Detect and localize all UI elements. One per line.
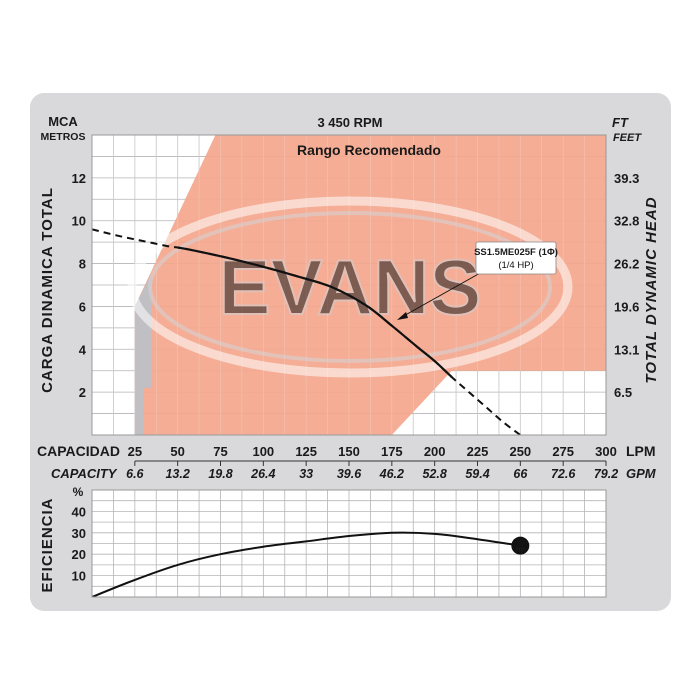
efficiency-y-tick-label: 10	[72, 569, 86, 584]
x-tick-label-gpm: 52.8	[422, 467, 446, 481]
x-tick-label: 250	[509, 444, 531, 459]
x-axis-title: CAPACIDAD	[37, 443, 120, 459]
chart-title: 3 450 RPM	[317, 115, 382, 130]
x-tick-label: 125	[295, 444, 317, 459]
x-tick-label-gpm: 33	[299, 467, 313, 481]
pump-curve-extension	[92, 228, 521, 435]
efficiency-y-tick-label: 20	[72, 547, 86, 562]
head-plot-border	[91, 134, 607, 436]
efficiency-plot-border	[91, 489, 607, 598]
y-ticks-left: 2 4 6 8 10 12	[72, 171, 87, 400]
hp-marker-dot	[511, 536, 530, 555]
y-axis-title-right: TOTAL DYNAMIC HEAD	[643, 196, 660, 383]
x-tick-label-gpm: 79.2	[594, 467, 618, 481]
efficiency-y-tick-label: 40	[72, 504, 86, 519]
x-unit-en: GPM	[626, 466, 657, 481]
series-hp: (1/4 HP)	[498, 260, 533, 271]
x-tick-label: 75	[213, 444, 227, 459]
series-name: SS1.5ME025F (1Φ)	[474, 247, 558, 258]
y-axis-title: CARGA DINAMICA TOTAL	[39, 187, 56, 393]
y-tick-label: 6	[79, 299, 86, 314]
x-tick-label-gpm: 39.6	[337, 467, 362, 481]
evans-watermark: EVANS	[127, 196, 573, 378]
curve-callout: SS1.5ME025F (1Φ) (1/4 HP)	[397, 241, 558, 320]
efficiency-y-ticks: 10 20 30 40	[72, 504, 86, 583]
y-tick-label-ft: 19.6	[614, 299, 639, 314]
y-tick-label-ft: 39.3	[614, 171, 639, 186]
efficiency-y-tick-label: 30	[72, 526, 86, 541]
x-unit: LPM	[626, 443, 656, 459]
x-tick-label-gpm: 59.4	[465, 467, 489, 481]
y-tick-label: 4	[79, 342, 87, 357]
x-tick-label: 175	[381, 444, 403, 459]
right-unit-top: FT	[612, 115, 629, 130]
x-tick-label: 100	[252, 444, 274, 459]
watermark-text: EVANS	[219, 243, 482, 331]
x-tick-label-gpm: 46.2	[379, 467, 404, 481]
x-tick-label: 300	[595, 444, 617, 459]
x-tick-label-gpm: 19.8	[208, 467, 232, 481]
x-tick-label: 225	[467, 444, 489, 459]
x-tick-label: 25	[128, 444, 142, 459]
y-tick-label: 8	[79, 257, 86, 272]
right-unit-bottom: FEET	[613, 132, 642, 144]
y-tick-label: 10	[72, 214, 86, 229]
recommended-range-label: Rango Recomendado	[297, 142, 441, 158]
x-axis-title-en: CAPACITY	[51, 466, 118, 481]
y-tick-label-ft: 26.2	[614, 257, 639, 272]
x-tick-label-gpm: 13.2	[165, 467, 189, 481]
efficiency-axis-title: EFICIENCIA	[39, 497, 56, 592]
x-ticks: 25 6.6 50 13.2 75 19.8 100 26.4 125 33 150 39.6 175 4…	[126, 444, 618, 481]
left-unit-bottom: METROS	[41, 131, 86, 143]
y-tick-label: 2	[79, 385, 86, 400]
y-ticks-right: 6.5 13.1 19.6 26.2 32.8 39.3	[614, 171, 639, 400]
left-unit-top: MCA	[48, 114, 78, 129]
y-tick-label-ft: 32.8	[614, 214, 639, 229]
x-tick-label: 200	[424, 444, 446, 459]
callout-box	[475, 241, 557, 275]
x-tick-label: 150	[338, 444, 360, 459]
callout-arrow	[397, 312, 408, 320]
x-tick-label-gpm: 26.4	[250, 467, 275, 481]
x-tick-label-gpm: 66	[513, 467, 528, 481]
efficiency-curve	[92, 531, 521, 597]
efficiency-unit: %	[73, 485, 84, 499]
hp-marker: ¼ Hp	[511, 536, 530, 555]
x-tick-label: 50	[170, 444, 184, 459]
y-tick-label-ft: 6.5	[614, 385, 632, 400]
pump-curve	[177, 246, 453, 378]
callout-line	[399, 271, 483, 319]
x-tick-label-gpm: 6.6	[126, 467, 144, 481]
hp-marker-fraction: ¼	[517, 539, 524, 547]
y-tick-label: 12	[72, 171, 86, 186]
x-tick-label-gpm: 72.6	[551, 467, 576, 481]
hp-marker-unit: Hp	[516, 547, 525, 554]
x-tick-label: 275	[552, 444, 574, 459]
y-tick-label-ft: 13.1	[614, 342, 639, 357]
